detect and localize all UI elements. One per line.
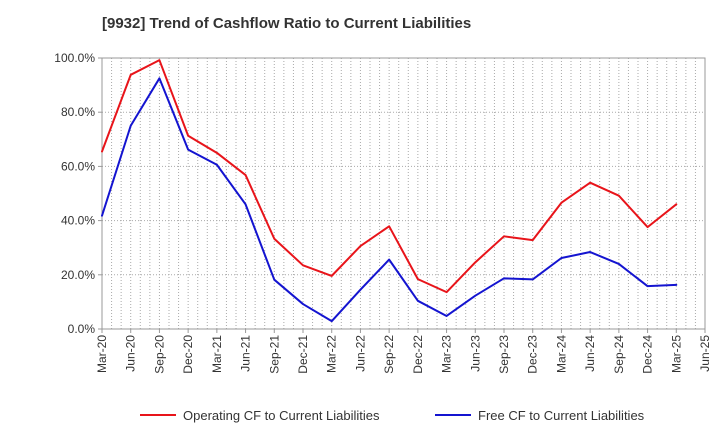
y-tick-label: 100.0%	[54, 51, 95, 65]
legend-label-1: Operating CF to Current Liabilities	[183, 408, 380, 423]
legend-label-2: Free CF to Current Liabilities	[478, 408, 645, 423]
x-tick-label: Dec-24	[641, 335, 655, 374]
x-tick-label: Mar-24	[554, 335, 568, 373]
x-tick-label: Dec-20	[181, 335, 195, 374]
x-tick-label: Sep-22	[382, 335, 396, 374]
x-tick-label: Jun-23	[468, 335, 482, 372]
x-tick-label: Dec-21	[296, 335, 310, 374]
x-tick-label: Mar-20	[95, 335, 109, 373]
y-tick-label: 0.0%	[68, 322, 96, 336]
plot-border	[101, 57, 706, 330]
x-tick-label: Jun-25	[698, 335, 712, 372]
grid-layer	[102, 58, 705, 329]
x-tick-label: Dec-23	[526, 335, 540, 374]
x-tick-label: Jun-22	[353, 335, 367, 372]
chart-title: [9932] Trend of Cashflow Ratio to Curren…	[102, 15, 472, 32]
x-tick-label: Sep-23	[497, 335, 511, 374]
series-layer	[101, 59, 678, 323]
series-line-1	[101, 59, 678, 294]
y-axis-ticks: 0.0% 20.0% 40.0% 60.0% 80.0% 100.0%	[54, 51, 102, 336]
x-tick-label: Mar-22	[325, 335, 339, 373]
x-tick-label: Dec-22	[411, 335, 425, 374]
x-tick-label: Jun-24	[583, 335, 597, 372]
series-line-2	[101, 77, 678, 323]
x-axis-ticks: Mar-20 Jun-20 Sep-20 Dec-20 Mar-21 Jun-21 Sep-…	[95, 329, 712, 374]
y-tick-label: 80.0%	[61, 105, 95, 119]
y-tick-label: 20.0%	[61, 268, 95, 282]
y-tick-label: 40.0%	[61, 214, 95, 228]
x-tick-label: Mar-23	[440, 335, 454, 373]
legend: Operating CF to Current Liabilities Free …	[140, 408, 645, 423]
x-tick-label: Jun-21	[239, 335, 253, 372]
x-tick-label: Mar-21	[210, 335, 224, 373]
y-tick-label: 60.0%	[61, 159, 95, 173]
x-tick-label: Sep-24	[612, 335, 626, 374]
plot-area	[102, 58, 705, 329]
x-tick-label: Mar-25	[669, 335, 683, 373]
x-tick-label: Jun-20	[124, 335, 138, 372]
x-tick-label: Sep-21	[267, 335, 281, 374]
x-tick-label: Sep-20	[152, 335, 166, 374]
